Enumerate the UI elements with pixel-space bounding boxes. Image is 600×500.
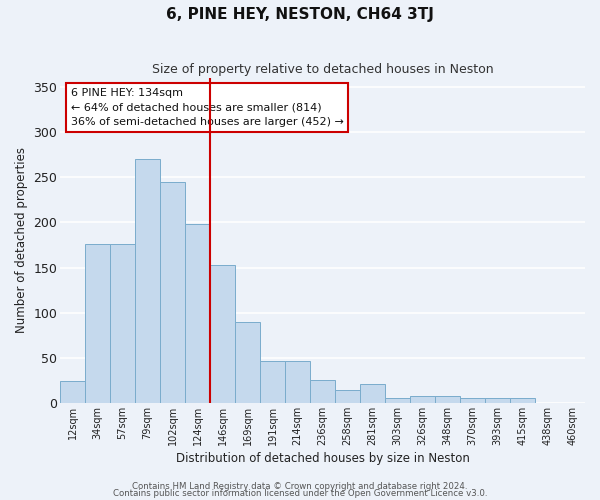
Bar: [510, 398, 535, 403]
Bar: [185, 224, 210, 403]
Bar: [310, 380, 335, 403]
Text: 6, PINE HEY, NESTON, CH64 3TJ: 6, PINE HEY, NESTON, CH64 3TJ: [166, 8, 434, 22]
Title: Size of property relative to detached houses in Neston: Size of property relative to detached ho…: [152, 62, 493, 76]
Y-axis label: Number of detached properties: Number of detached properties: [15, 148, 28, 334]
Bar: [235, 322, 260, 403]
Bar: [385, 398, 410, 403]
Text: 6 PINE HEY: 134sqm
← 64% of detached houses are smaller (814)
36% of semi-detach: 6 PINE HEY: 134sqm ← 64% of detached hou…: [71, 88, 344, 128]
Bar: [460, 398, 485, 403]
Bar: [260, 362, 285, 403]
Bar: [60, 381, 85, 403]
X-axis label: Distribution of detached houses by size in Neston: Distribution of detached houses by size …: [176, 452, 470, 465]
Bar: [85, 244, 110, 403]
Bar: [410, 396, 435, 403]
Text: Contains HM Land Registry data © Crown copyright and database right 2024.: Contains HM Land Registry data © Crown c…: [132, 482, 468, 491]
Bar: [210, 265, 235, 403]
Bar: [485, 398, 510, 403]
Bar: [135, 160, 160, 403]
Bar: [435, 396, 460, 403]
Bar: [110, 244, 135, 403]
Bar: [360, 384, 385, 403]
Bar: [160, 182, 185, 403]
Text: Contains public sector information licensed under the Open Government Licence v3: Contains public sector information licen…: [113, 489, 487, 498]
Bar: [285, 362, 310, 403]
Bar: [335, 390, 360, 403]
